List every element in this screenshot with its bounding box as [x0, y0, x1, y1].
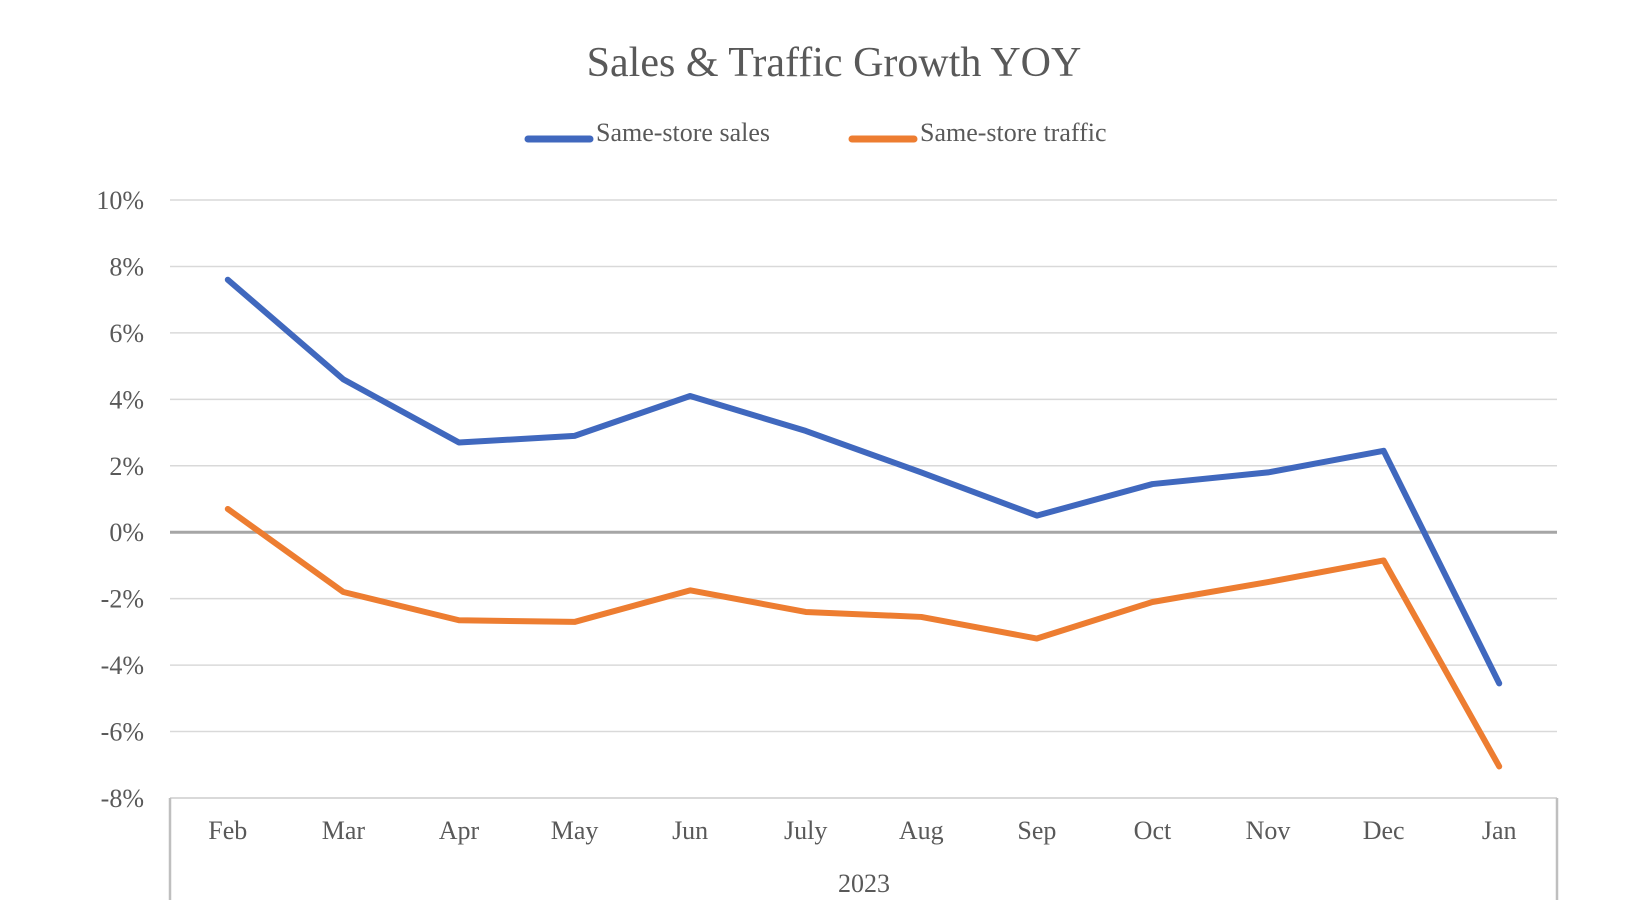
y-tick-label: 4% — [109, 385, 144, 414]
x-tick-label: May — [551, 816, 599, 845]
legend-label-1: Same-store traffic — [920, 118, 1107, 147]
y-tick-label: -4% — [101, 651, 144, 680]
series-line-0 — [224, 276, 1503, 687]
y-tick-label: 10% — [96, 186, 144, 215]
x-tick-label: Oct — [1134, 816, 1172, 845]
y-tick-label: -8% — [101, 784, 144, 813]
x-axis: Feb Mar Apr May Jun July Aug Sep Oct Nov Dec Jan — [168, 797, 1559, 900]
x-tick-label: Jan — [1482, 816, 1517, 845]
x-tick-label: Nov — [1246, 816, 1291, 845]
y-tick-label: 6% — [109, 319, 144, 348]
x-axis-group-label: 2023 — [838, 869, 890, 898]
y-tick-label: 8% — [109, 252, 144, 281]
series-line-1 — [224, 505, 1503, 770]
x-tick-label: Feb — [208, 816, 247, 845]
x-tick-label: Mar — [322, 816, 366, 845]
x-tick-label: Dec — [1363, 816, 1405, 845]
y-tick-label: 0% — [109, 518, 144, 547]
x-tick-label: July — [784, 816, 827, 845]
legend-label-0: Same-store sales — [596, 118, 770, 147]
legend: Same-store sales Same-store traffic — [524, 118, 1107, 147]
x-tick-label: Aug — [899, 816, 944, 845]
series-lines — [224, 276, 1503, 770]
chart-title: Sales & Traffic Growth YOY — [587, 40, 1082, 86]
y-tick-label: -2% — [101, 585, 144, 614]
x-tick-label: Jun — [672, 816, 708, 845]
x-tick-label: Sep — [1017, 816, 1056, 845]
y-tick-label: 2% — [109, 452, 144, 481]
y-tick-label: -6% — [101, 718, 144, 747]
gridlines — [170, 199, 1557, 733]
x-tick-label: Apr — [439, 816, 480, 845]
y-axis: 10% 8% 6% 4% 2% 0% -2% -4% -6% -8% — [96, 186, 144, 813]
